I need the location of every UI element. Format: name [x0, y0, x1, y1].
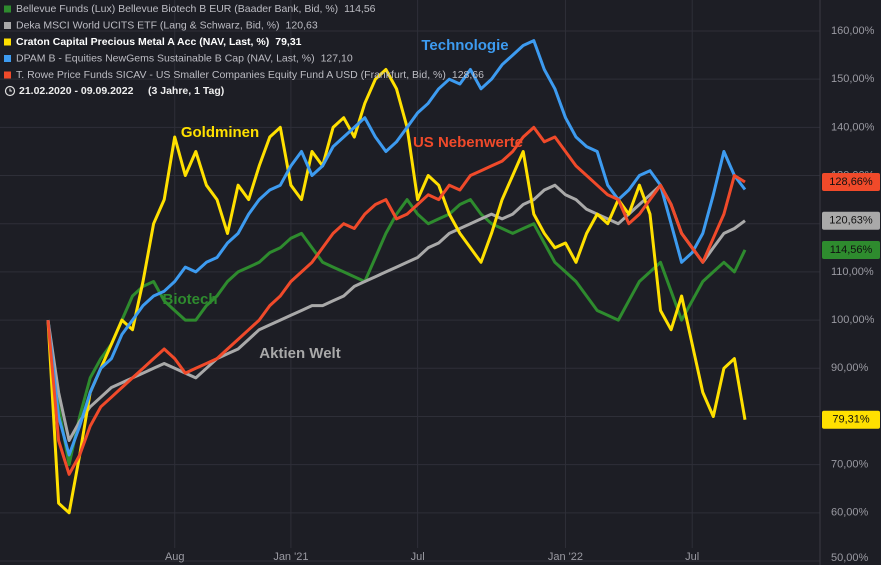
x-tick-label: Jul [411, 551, 425, 563]
legend-label: Craton Capital Precious Metal A Acc (NAV… [16, 36, 269, 48]
x-tick-label: Jan '22 [548, 551, 583, 563]
end-label-box [822, 410, 880, 429]
date-range: 21.02.2020 - 09.09.2022 (3 Jahre, 1 Tag) [4, 85, 224, 97]
y-tick-label: 70,00% [831, 459, 869, 471]
legend-swatch [4, 5, 11, 13]
y-tick-label: 100,00% [831, 314, 875, 326]
legend-value: 79,31 [275, 36, 301, 48]
legend-value: 120,63 [286, 19, 318, 31]
y-tick-label: 160,00% [831, 25, 875, 37]
y-tick-label: 50,00% [831, 552, 869, 564]
legend-value: 127,10 [321, 52, 353, 64]
end-label: 114,56% [830, 244, 873, 256]
date-span-text: (3 Jahre, 1 Tag) [148, 85, 224, 97]
end-label: 79,31% [832, 414, 870, 426]
legend-swatch [4, 71, 11, 79]
y-tick-label: 60,00% [831, 507, 869, 519]
clock-hand [9, 88, 12, 92]
legend-value: 114,56 [344, 3, 375, 15]
clock-icon [4, 85, 16, 97]
legend-swatch [4, 55, 11, 62]
end-label-box [822, 240, 880, 259]
annotation: Goldminen [181, 124, 259, 141]
legend-label: Deka MSCI World UCITS ETF (Lang & Schwar… [16, 19, 280, 31]
labels: Bellevue Funds (Lux) Bellevue Biotech B … [4, 3, 880, 429]
annotation: Biotech [162, 291, 217, 308]
y-tick-label: 150,00% [831, 73, 875, 85]
annotation: Aktien Welt [259, 345, 340, 362]
date-range-text: 21.02.2020 - 09.09.2022 [19, 85, 134, 97]
y-tick-label: 90,00% [831, 362, 869, 374]
annotation: US Nebenwerte [413, 134, 523, 151]
end-label-box [822, 173, 880, 192]
x-tick-label: Aug [165, 551, 185, 563]
end-label-box [822, 211, 880, 230]
lines [46, 39, 747, 515]
x-tick-label: Jul [685, 551, 699, 563]
series-line [46, 125, 746, 476]
legend-swatch [4, 38, 11, 46]
legend-value: 128,66 [452, 69, 484, 81]
legend-label: DPAM B - Equities NewGems Sustainable B … [16, 52, 315, 64]
y-tick-label: 110,00% [831, 266, 874, 278]
legend-swatch [4, 22, 11, 29]
series-line [46, 198, 747, 467]
series-line [46, 39, 747, 457]
end-label: 128,66% [829, 176, 873, 188]
series-line [46, 68, 747, 515]
annotation: Technologie [421, 37, 508, 54]
x-tick-label: Jan '21 [273, 551, 308, 563]
end-label: 120,63% [829, 215, 873, 227]
legend-label: Bellevue Funds (Lux) Bellevue Biotech B … [16, 3, 338, 15]
legend-label: T. Rowe Price Funds SICAV - US Smaller C… [16, 69, 446, 81]
y-tick-label: 140,00% [831, 121, 875, 133]
